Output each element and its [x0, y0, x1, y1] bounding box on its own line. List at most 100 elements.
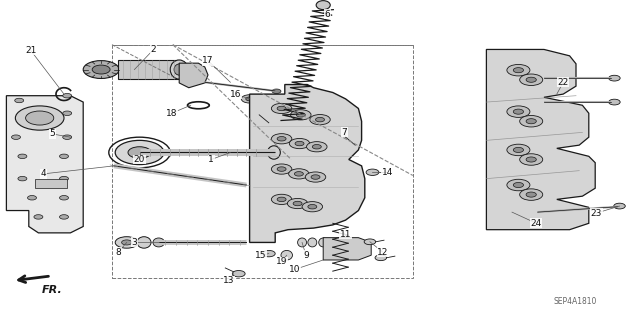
Circle shape — [15, 98, 24, 103]
Circle shape — [308, 204, 317, 209]
Circle shape — [294, 172, 303, 176]
Circle shape — [513, 147, 524, 152]
Circle shape — [513, 109, 524, 114]
Circle shape — [246, 97, 253, 101]
Circle shape — [520, 189, 543, 200]
Circle shape — [289, 169, 309, 179]
Circle shape — [293, 201, 302, 206]
Ellipse shape — [268, 146, 280, 159]
Circle shape — [507, 64, 530, 76]
Text: 8: 8 — [116, 248, 121, 256]
Circle shape — [271, 134, 292, 144]
Circle shape — [232, 271, 245, 277]
Circle shape — [60, 215, 68, 219]
Circle shape — [63, 93, 72, 98]
Circle shape — [609, 75, 620, 81]
Text: 10: 10 — [289, 265, 300, 274]
Text: 24: 24 — [531, 219, 542, 228]
Circle shape — [307, 142, 327, 152]
Circle shape — [34, 215, 43, 219]
Circle shape — [277, 197, 286, 202]
Circle shape — [507, 144, 530, 156]
Circle shape — [507, 179, 530, 191]
Ellipse shape — [285, 121, 297, 128]
Circle shape — [262, 250, 275, 257]
Circle shape — [122, 240, 132, 245]
Circle shape — [63, 135, 72, 139]
Circle shape — [366, 169, 379, 175]
Ellipse shape — [137, 237, 151, 248]
Circle shape — [271, 103, 292, 114]
Text: 11: 11 — [340, 230, 351, 239]
Ellipse shape — [281, 250, 292, 260]
Circle shape — [295, 141, 304, 146]
Circle shape — [339, 134, 352, 140]
Circle shape — [28, 196, 36, 200]
Text: 16: 16 — [230, 90, 241, 99]
Circle shape — [277, 106, 286, 111]
Circle shape — [296, 113, 305, 117]
Ellipse shape — [298, 238, 307, 247]
Circle shape — [115, 140, 164, 165]
Circle shape — [364, 239, 376, 245]
Text: 14: 14 — [381, 168, 393, 177]
Text: 18: 18 — [166, 109, 177, 118]
Text: 17: 17 — [202, 56, 214, 65]
Circle shape — [375, 255, 387, 261]
Ellipse shape — [174, 64, 184, 75]
Polygon shape — [6, 96, 83, 233]
Text: 22: 22 — [557, 78, 569, 87]
Text: 5: 5 — [50, 130, 55, 138]
Text: 9: 9 — [303, 251, 308, 260]
Text: 7: 7 — [342, 128, 347, 137]
Circle shape — [289, 138, 310, 149]
Circle shape — [520, 74, 543, 85]
Text: SEP4A1810: SEP4A1810 — [553, 297, 596, 306]
Circle shape — [513, 182, 524, 188]
Circle shape — [272, 89, 281, 93]
Circle shape — [291, 110, 311, 120]
Text: 6: 6 — [325, 10, 330, 19]
Circle shape — [526, 77, 536, 82]
Bar — [112, 45, 413, 278]
Circle shape — [328, 142, 335, 145]
Circle shape — [63, 111, 72, 115]
Text: 2: 2 — [151, 45, 156, 54]
Circle shape — [526, 192, 536, 197]
Bar — [118, 60, 179, 79]
Circle shape — [310, 115, 330, 125]
Circle shape — [277, 137, 286, 141]
Circle shape — [18, 154, 27, 159]
Text: 19: 19 — [276, 257, 287, 266]
Circle shape — [277, 167, 286, 171]
Polygon shape — [323, 238, 371, 260]
Text: FR.: FR. — [42, 285, 62, 294]
Circle shape — [253, 112, 266, 118]
Circle shape — [271, 194, 292, 204]
Text: 12: 12 — [377, 248, 388, 256]
Bar — [35, 179, 67, 188]
Circle shape — [526, 119, 536, 124]
Circle shape — [526, 157, 536, 162]
Ellipse shape — [170, 60, 188, 79]
Circle shape — [12, 135, 20, 139]
Polygon shape — [179, 63, 208, 88]
Circle shape — [507, 106, 530, 117]
Circle shape — [83, 61, 119, 78]
Circle shape — [115, 237, 138, 248]
Circle shape — [312, 145, 321, 149]
Circle shape — [520, 115, 543, 127]
Text: 4: 4 — [41, 169, 46, 178]
Text: 3: 3 — [132, 238, 137, 247]
Polygon shape — [486, 49, 595, 230]
Circle shape — [305, 172, 326, 182]
Circle shape — [609, 99, 620, 105]
Text: 20: 20 — [134, 155, 145, 164]
Circle shape — [302, 202, 323, 212]
Circle shape — [26, 111, 54, 125]
Ellipse shape — [308, 238, 317, 247]
Circle shape — [513, 68, 524, 73]
Text: 23: 23 — [591, 209, 602, 218]
Circle shape — [60, 196, 68, 200]
Circle shape — [128, 147, 151, 158]
